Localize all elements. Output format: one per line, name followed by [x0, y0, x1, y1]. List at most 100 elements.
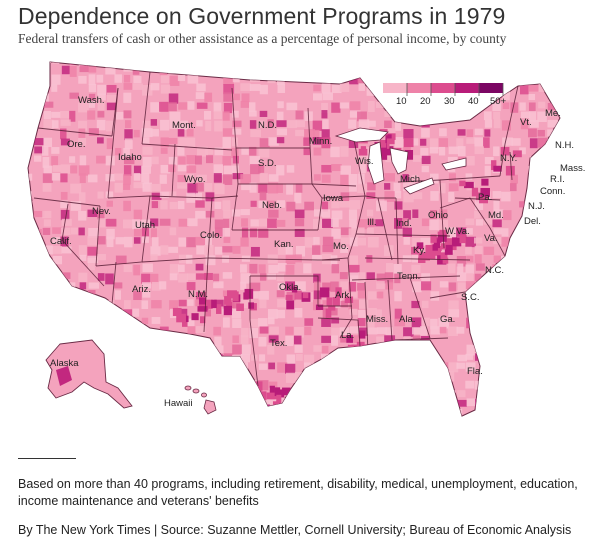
county-cell — [312, 390, 324, 397]
county-cell — [528, 371, 539, 379]
county-cell — [330, 146, 340, 158]
county-cell — [340, 165, 352, 175]
county-cell — [537, 137, 548, 148]
county-cell — [151, 201, 159, 209]
county-cell — [394, 218, 405, 229]
county-cell — [466, 155, 475, 166]
county-cell — [160, 164, 171, 174]
county-cell — [438, 111, 447, 123]
county-cell — [420, 66, 428, 75]
county-cell — [555, 210, 560, 219]
county-cell — [312, 254, 323, 261]
county-cell — [42, 173, 53, 183]
county-cell — [259, 138, 270, 148]
county-cell — [358, 309, 366, 319]
county-cell — [457, 146, 466, 157]
county-cell — [52, 246, 63, 254]
county-cell — [51, 291, 61, 300]
county-cell — [493, 200, 500, 211]
county-cell — [205, 155, 214, 164]
state-label-colo: Colo. — [200, 230, 222, 241]
county-cell — [133, 264, 141, 276]
county-cell — [564, 336, 571, 343]
county-cell — [132, 407, 144, 416]
county-cell — [97, 111, 105, 118]
county-cell — [231, 137, 238, 147]
county-cell — [331, 210, 343, 220]
state-label-wash: Wash. — [78, 95, 105, 106]
county-cell — [97, 236, 106, 245]
county-cell — [34, 282, 44, 293]
county-cell — [52, 120, 59, 129]
county-cell — [276, 407, 286, 414]
county-cell — [151, 389, 158, 400]
county-cell — [484, 399, 493, 407]
county-cell-high — [223, 305, 232, 316]
county-cell — [493, 380, 501, 392]
county-cell — [258, 363, 268, 370]
county-cell-high — [380, 140, 387, 148]
state-label-ky: Ky. — [413, 245, 426, 256]
county-cell — [295, 353, 303, 361]
county-cell — [547, 336, 558, 346]
county-cell — [519, 227, 527, 236]
county-cell — [430, 210, 438, 220]
county-cell — [115, 416, 126, 426]
county-cell — [502, 363, 512, 374]
county-cell — [448, 146, 460, 155]
county-cell — [34, 62, 46, 64]
county-cell — [88, 300, 97, 309]
county-cell — [547, 83, 557, 91]
county-cell — [421, 155, 431, 164]
county-cell — [205, 192, 215, 202]
county-cell — [348, 281, 356, 293]
county-cell — [78, 408, 89, 416]
county-cell — [547, 119, 559, 128]
county-cell — [141, 300, 149, 309]
state-label-md: Md. — [488, 210, 504, 221]
county-cell — [114, 182, 123, 193]
county-cell — [34, 399, 46, 408]
county-cell — [97, 273, 105, 281]
county-cell — [133, 326, 142, 338]
county-cell — [348, 390, 355, 401]
county-cell — [492, 290, 499, 301]
county-cell — [79, 300, 90, 310]
county-cell — [159, 353, 170, 363]
legend-label-50-plus: 50+ — [490, 96, 507, 107]
county-cell — [556, 327, 560, 338]
county-cell — [484, 417, 494, 427]
county-cell — [313, 281, 321, 291]
county-cell — [240, 281, 247, 290]
county-cell — [502, 210, 512, 221]
state-label-iowa: Iowa — [323, 193, 344, 204]
county-cell — [457, 66, 465, 76]
county-cell — [51, 111, 61, 118]
county-cell — [250, 246, 260, 257]
county-cell — [106, 200, 113, 207]
county-cell — [150, 183, 161, 192]
county-cell — [474, 418, 484, 426]
county-cell — [214, 372, 225, 381]
county-cell — [69, 282, 76, 290]
county-cell-high — [512, 150, 522, 158]
county-cell-high — [216, 304, 222, 314]
county-cell — [124, 129, 133, 141]
county-cell-high — [403, 138, 414, 148]
county-cell-high — [227, 290, 237, 299]
county-cell — [214, 65, 225, 77]
county-cell — [124, 407, 135, 415]
county-cell — [547, 66, 555, 73]
county-cell — [348, 299, 360, 310]
county-cell — [321, 66, 328, 77]
state-label-ark: Ark. — [335, 290, 352, 301]
county-cell — [502, 353, 510, 363]
county-cell — [186, 155, 196, 165]
county-cell — [474, 254, 482, 264]
county-cell — [546, 353, 557, 363]
county-cell — [438, 381, 447, 393]
county-cell — [60, 236, 69, 247]
county-cell — [502, 390, 509, 399]
county-cell — [394, 120, 402, 131]
county-cell — [403, 75, 415, 83]
